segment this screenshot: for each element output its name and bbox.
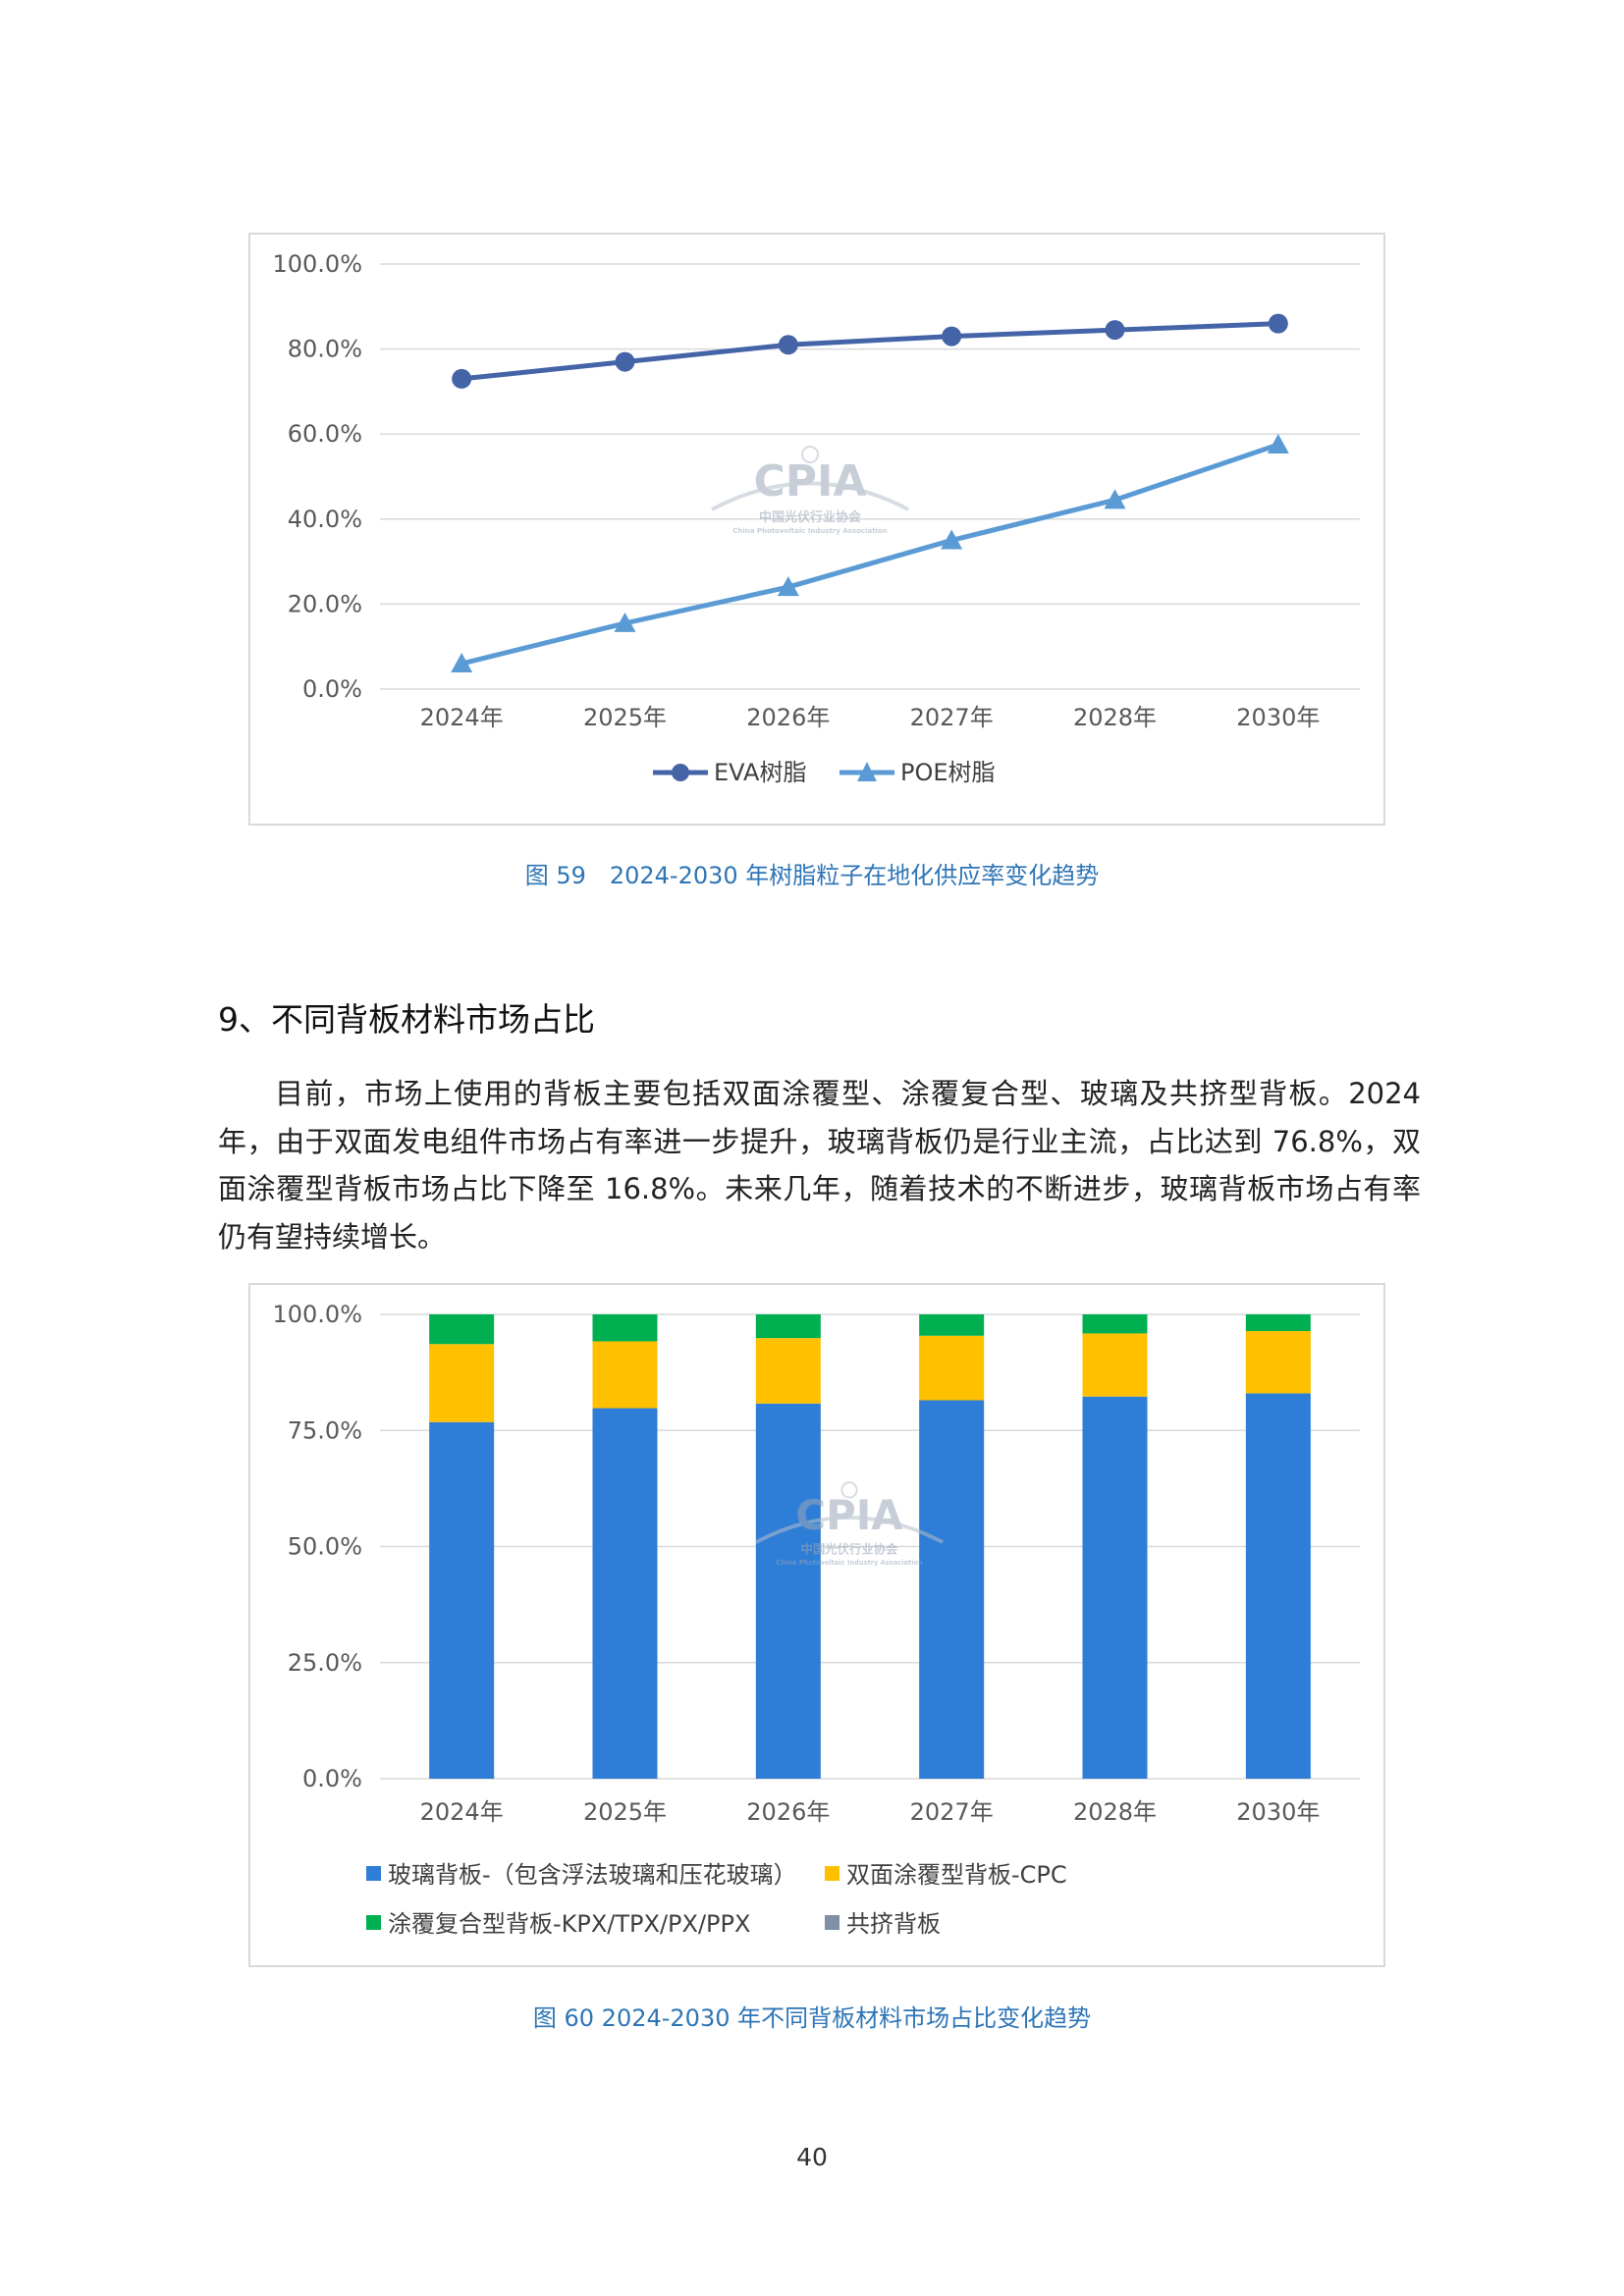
x-tick-label: 2025年 xyxy=(583,704,667,731)
y-tick-label: 20.0% xyxy=(288,590,362,617)
y-tick-label: 75.0% xyxy=(288,1416,362,1444)
watermark-en-text: China Photovoltaic Industry Association xyxy=(776,1559,923,1567)
bar-segment-series-3 xyxy=(1082,1314,1148,1334)
watermark-cpia-text: CPIA xyxy=(754,456,867,507)
series-line-1 xyxy=(460,321,1278,382)
x-tick-label: 2028年 xyxy=(1073,704,1157,731)
bar-segment-series-2 xyxy=(1082,1333,1148,1397)
x-tick-label: 2026年 xyxy=(746,704,830,731)
legend-swatch xyxy=(366,1915,381,1930)
watermark-arc xyxy=(755,1516,944,1544)
y-tick-label: 80.0% xyxy=(288,336,362,363)
x-tick-label: 2024年 xyxy=(420,1798,504,1826)
y-tick-label: 60.0% xyxy=(288,420,362,448)
watermark-arc xyxy=(711,481,909,511)
bar-segment-series-1 xyxy=(1082,1396,1148,1779)
cpia-watermark: CPIA 中国光伏行业协会 China Photovoltaic Industry … xyxy=(755,1481,944,1567)
sun-icon xyxy=(801,446,819,463)
y-tick-label: 25.0% xyxy=(288,1649,362,1677)
bar-segment-series-1 xyxy=(429,1421,495,1779)
data-point-2 xyxy=(1267,434,1289,454)
page-number: 40 xyxy=(796,2143,828,2171)
data-point-1 xyxy=(1268,313,1288,334)
bar-segment-series-2 xyxy=(592,1341,658,1409)
line-chart-frame: 100.0% 80.0% 60.0% 40.0% 20.0% 0.0% 2024年 2025年… xyxy=(248,233,1385,826)
data-point-2 xyxy=(941,529,963,550)
bar-segment-series-2 xyxy=(919,1335,985,1401)
data-point-1 xyxy=(452,368,472,389)
bar-segment-series-3 xyxy=(429,1314,495,1345)
bar-segment-series-1 xyxy=(919,1400,985,1779)
x-tick-label: 2027年 xyxy=(910,704,994,731)
bar-segment-series-2 xyxy=(755,1338,821,1404)
watermark-cn-text: 中国光伏行业协会 xyxy=(759,509,862,525)
y-tick-label: 0.0% xyxy=(302,1765,362,1792)
data-point-2 xyxy=(451,653,473,673)
legend-swatch xyxy=(825,1866,839,1881)
bar-segment-series-1 xyxy=(1245,1393,1311,1779)
bar-segment-series-3 xyxy=(919,1314,985,1336)
data-point-2 xyxy=(1104,489,1126,509)
figure-60-caption: 图 60 2024-2030 年不同背板材料市场占比变化趋势 xyxy=(532,2004,1092,2032)
bar-segment-series-3 xyxy=(592,1314,658,1342)
bar-segment-series-3 xyxy=(1245,1314,1311,1332)
stacked-bar-chart-frame: 100.0% 75.0% 50.0% 25.0% 0.0% 2024年 2025年 2026年… xyxy=(248,1283,1385,1967)
watermark-cpia-text: CPIA xyxy=(795,1491,903,1539)
legend-swatch xyxy=(366,1866,381,1881)
legend-marker xyxy=(672,764,689,781)
series-line-2 xyxy=(460,442,1279,667)
watermark-cn-text: 中国光伏行业协会 xyxy=(801,1542,898,1557)
y-tick-label: 40.0% xyxy=(288,506,362,533)
data-point-2 xyxy=(777,576,799,597)
resin-localization-line-chart: 100.0% 80.0% 60.0% 40.0% 20.0% 0.0% 2024年 2025年… xyxy=(272,250,1360,786)
sun-icon xyxy=(840,1481,858,1499)
x-tick-label: 2027年 xyxy=(910,1798,994,1826)
y-tick-label: 100.0% xyxy=(272,1301,362,1328)
y-tick-label: 50.0% xyxy=(288,1533,362,1561)
bar-segment-series-2 xyxy=(429,1344,495,1422)
data-point-1 xyxy=(942,326,962,347)
data-point-1 xyxy=(1105,320,1125,341)
bar-segment-series-3 xyxy=(755,1314,821,1339)
x-tick-label: 2026年 xyxy=(746,1798,830,1826)
legend-label: 共挤背板 xyxy=(846,1910,941,1938)
y-tick-label: 0.0% xyxy=(302,675,362,703)
legend-label: 双面涂覆型背板-CPC xyxy=(846,1861,1067,1889)
x-tick-label: 2025年 xyxy=(583,1798,667,1826)
data-point-2 xyxy=(614,612,636,632)
legend-label: 涂覆复合型背板-KPX/TPX/PX/PPX xyxy=(388,1910,750,1938)
watermark-en-text: China Photovoltaic Industry Association xyxy=(732,527,888,535)
bar-segment-series-1 xyxy=(755,1403,821,1779)
x-tick-label: 2024年 xyxy=(420,704,504,731)
bar-segment-series-2 xyxy=(1245,1331,1311,1394)
x-tick-label: 2030年 xyxy=(1236,704,1320,731)
data-point-1 xyxy=(778,335,798,355)
data-point-1 xyxy=(615,351,635,372)
legend-label: POE树脂 xyxy=(900,759,996,786)
legend-swatch xyxy=(825,1915,839,1930)
figure-59-caption: 图 59 2024-2030 年树脂粒子在地化供应率变化趋势 xyxy=(524,862,1100,889)
backsheet-share-stacked-bar-chart: 100.0% 75.0% 50.0% 25.0% 0.0% 2024年 2025年 2026年… xyxy=(272,1301,1360,1938)
legend-label: EVA树脂 xyxy=(714,759,806,786)
x-tick-label: 2028年 xyxy=(1073,1798,1157,1826)
legend-marker xyxy=(857,762,877,781)
body-paragraph: 目前，市场上使用的背板主要包括双面涂覆型、涂覆复合型、玻璃及共挤型背板。2024… xyxy=(218,1077,1421,1254)
y-tick-label: 100.0% xyxy=(272,250,362,278)
section-heading: 9、不同背板材料市场占比 xyxy=(218,1000,595,1039)
legend-label: 玻璃背板-（包含浮法玻璃和压花玻璃） xyxy=(388,1861,797,1889)
bar-segment-series-1 xyxy=(592,1408,658,1779)
cpia-watermark: CPIA 中国光伏行业协会 China Photovoltaic Industry … xyxy=(711,446,909,535)
x-tick-label: 2030年 xyxy=(1236,1798,1320,1826)
